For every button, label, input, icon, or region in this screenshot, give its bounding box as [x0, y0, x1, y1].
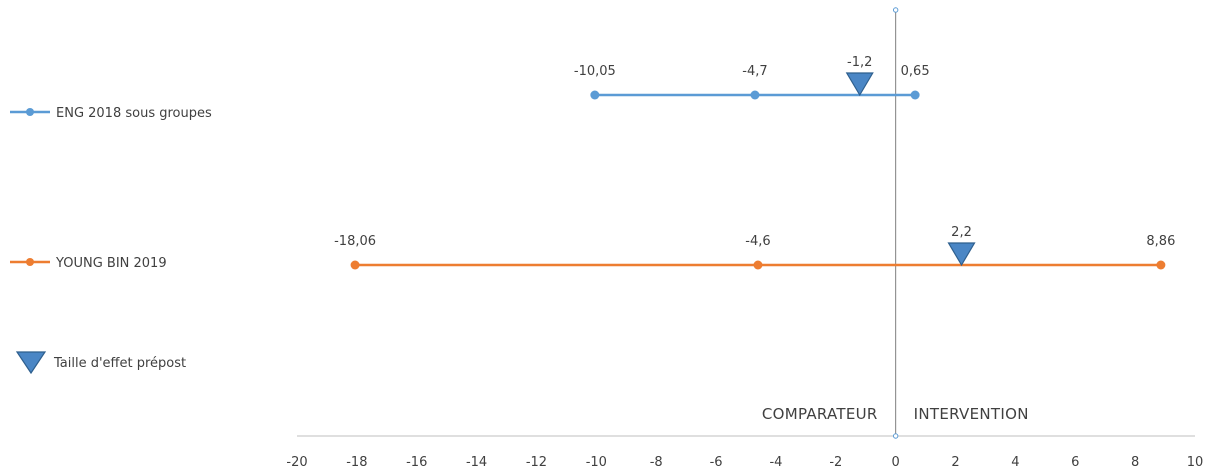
- data-label: -4,7: [742, 64, 767, 79]
- data-point: [753, 260, 763, 270]
- data-point: [350, 260, 360, 270]
- data-point: [750, 90, 760, 100]
- x-tick-label: -18: [346, 455, 367, 470]
- x-tick-label: 0: [892, 455, 900, 470]
- comparateur-label: COMPARATEUR: [762, 405, 878, 423]
- data-point: [590, 90, 600, 100]
- x-tick-label: -10: [586, 455, 607, 470]
- legend-label: YOUNG BIN 2019: [55, 256, 167, 271]
- data-point: [1156, 260, 1166, 270]
- effect-size-triangle-icon: [947, 242, 976, 267]
- zero-line-bottom-marker: [892, 433, 899, 439]
- legend-triangle-icon: [15, 351, 47, 375]
- x-tick-label: -4: [769, 455, 782, 470]
- legend-label: ENG 2018 sous groupes: [56, 106, 212, 121]
- data-point: [910, 90, 920, 100]
- x-tick-label: -6: [710, 455, 723, 470]
- legend-label: Taille d'effet prépost: [53, 356, 186, 371]
- x-tick-label: 2: [951, 455, 959, 470]
- x-tick-label: 8: [1131, 455, 1139, 470]
- effect-size-triangle-icon: [845, 72, 874, 97]
- zero-line-top-marker: [892, 7, 899, 13]
- intervention-label: INTERVENTION: [914, 405, 1029, 423]
- x-tick-label: -16: [406, 455, 427, 470]
- data-label: -10,05: [574, 64, 616, 79]
- x-tick-label: -12: [526, 455, 547, 470]
- x-tick-label: -14: [466, 455, 487, 470]
- x-tick-label: -8: [650, 455, 663, 470]
- legend-marker-icon: [26, 258, 34, 266]
- x-tick-label: 6: [1071, 455, 1079, 470]
- data-label: -18,06: [334, 234, 376, 249]
- x-tick-label: -2: [829, 455, 842, 470]
- data-label: 8,86: [1146, 234, 1175, 249]
- data-label: 0,65: [901, 64, 930, 79]
- effect-size-label: -1,2: [847, 55, 872, 70]
- x-tick-label: 10: [1187, 455, 1204, 470]
- x-tick-label: 4: [1011, 455, 1019, 470]
- effect-size-label: 2,2: [951, 225, 972, 240]
- data-label: -4,6: [745, 234, 770, 249]
- x-tick-label: -20: [286, 455, 307, 470]
- legend-marker-icon: [26, 108, 34, 116]
